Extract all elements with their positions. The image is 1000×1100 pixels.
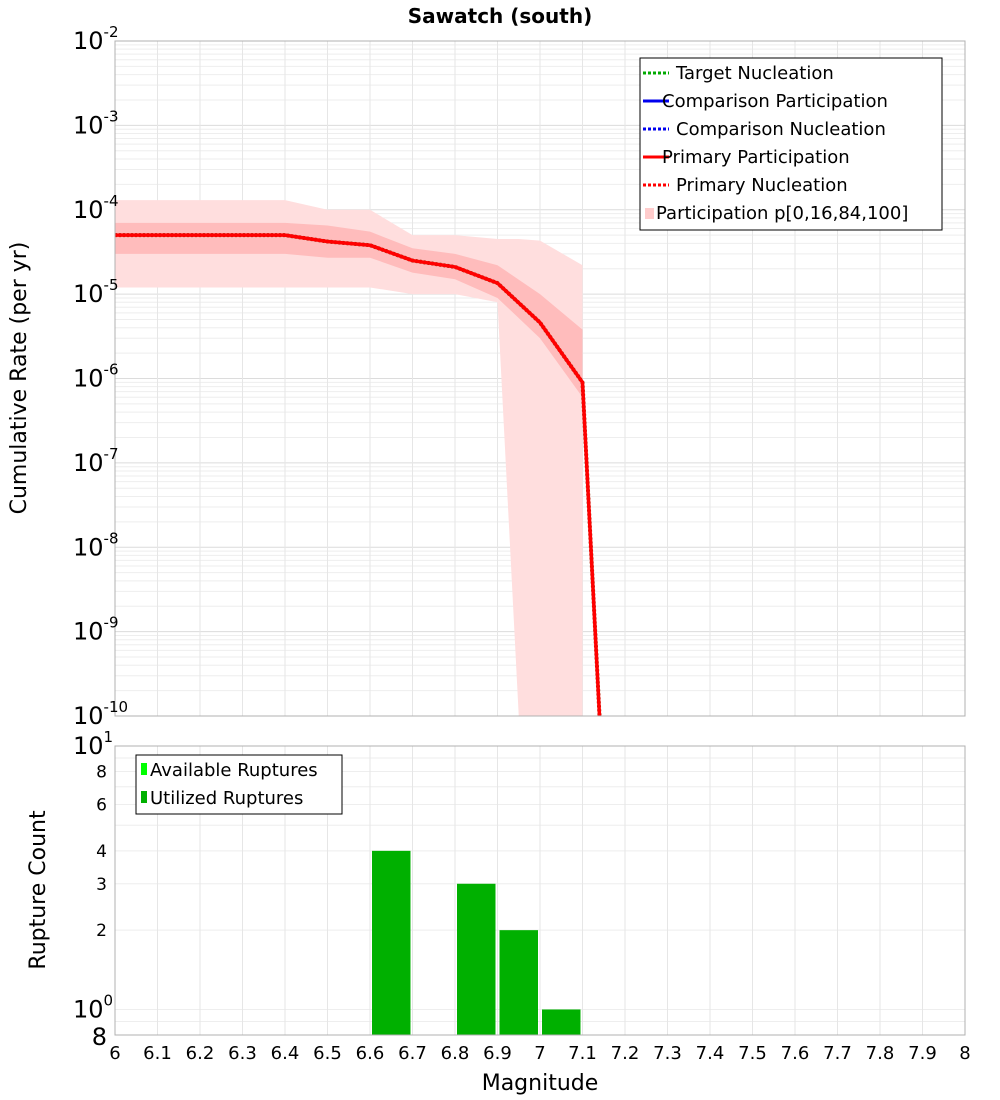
- rate-y-tick-base: 10: [73, 449, 104, 477]
- utilized-rupture-bar: [499, 930, 538, 1035]
- rate-y-tick-base: 10: [73, 618, 104, 646]
- rate-y-tick-label: 10-5: [73, 276, 119, 308]
- count-legend-swatch: [141, 763, 147, 775]
- x-tick-label: 6: [109, 1043, 120, 1064]
- chart-title: Sawatch (south): [408, 4, 592, 28]
- rate-y-tick-label: 10-2: [73, 23, 119, 55]
- rate-legend-label: Comparison Participation: [662, 91, 888, 112]
- count-y-decade-exponent: 1: [104, 728, 114, 746]
- x-tick-label: 6.6: [356, 1043, 385, 1064]
- rate-y-tick-exponent: -5: [104, 276, 119, 294]
- count-y-axis-label: Rupture Count: [26, 810, 51, 970]
- x-tick-label: 6.1: [143, 1043, 172, 1064]
- count-y-tick-label: 4: [96, 842, 107, 862]
- x-tick-label: 6.3: [228, 1043, 257, 1064]
- count-legend-label: Available Ruptures: [150, 760, 318, 781]
- x-tick-label: 7.6: [781, 1043, 810, 1064]
- x-tick-label: 7.9: [908, 1043, 937, 1064]
- rate-y-tick-exponent: -3: [104, 107, 119, 125]
- x-tick-label: 7.4: [696, 1043, 725, 1064]
- primary-participation-line: [115, 233, 602, 717]
- count-legend-label: Utilized Ruptures: [150, 788, 303, 809]
- rate-y-tick-base: 10: [73, 27, 104, 55]
- rate-y-tick-label: 10-7: [73, 445, 119, 477]
- x-tick-label: 6.4: [271, 1043, 300, 1064]
- rate-y-tick-exponent: -10: [104, 698, 129, 716]
- rate-legend-label: Comparison Nucleation: [676, 119, 886, 140]
- utilized-rupture-bar: [457, 883, 496, 1035]
- utilized-rupture-bar: [542, 1009, 581, 1035]
- rate-plot-y-ticks: 10-210-310-410-510-610-710-810-910-10: [73, 23, 128, 730]
- x-tick-label: 6.2: [186, 1043, 215, 1064]
- rate-plot: 10-210-310-410-510-610-710-810-910-10 Cu…: [7, 23, 966, 730]
- x-tick-label: 6.8: [441, 1043, 470, 1064]
- rate-y-tick-exponent: -2: [104, 23, 119, 41]
- rate-y-tick-exponent: -7: [104, 445, 119, 463]
- x-tick-label: 7: [534, 1043, 545, 1064]
- count-plot-bars: [372, 850, 581, 1035]
- rate-y-tick-label: 10-4: [73, 192, 119, 224]
- rate-legend-items: Target Nucleation Comparison Participatio…: [643, 63, 908, 224]
- rate-y-tick-base: 10: [73, 280, 104, 308]
- rate-y-tick-label: 10-8: [73, 529, 119, 561]
- count-legend-items: Available Ruptures Utilized Ruptures: [141, 760, 318, 809]
- count-y-decade-label: 101: [73, 728, 113, 760]
- count-legend-box: [135, 754, 343, 815]
- rate-legend-swatch: [645, 208, 654, 219]
- rate-y-tick-base: 10: [73, 196, 104, 224]
- x-tick-label: 7.8: [866, 1043, 895, 1064]
- utilized-rupture-bar: [372, 850, 411, 1035]
- count-legend: Available Ruptures Utilized Ruptures: [135, 754, 343, 815]
- rate-legend-label: Participation p[0,16,84,100]: [656, 203, 908, 224]
- count-y-tick-label: 8: [96, 763, 107, 783]
- rate-y-tick-base: 10: [73, 533, 104, 561]
- x-tick-label: 8: [959, 1043, 970, 1064]
- x-tick-label: 7.3: [653, 1043, 682, 1064]
- rate-y-tick-exponent: -9: [104, 614, 119, 632]
- x-tick-label: 7.2: [611, 1043, 640, 1064]
- rate-legend-label: Primary Participation: [662, 147, 850, 168]
- count-y-tick-label: 3: [96, 875, 107, 895]
- rate-plot-bands: [115, 200, 583, 716]
- rate-y-tick-base: 10: [73, 111, 104, 139]
- rate-y-tick-exponent: -4: [104, 192, 119, 210]
- x-tick-label: 7.7: [823, 1043, 852, 1064]
- rate-plot-border: [114, 40, 966, 717]
- rate-y-tick-label: 10-10: [73, 698, 128, 730]
- rate-band-p16-p84: [115, 222, 583, 398]
- rate-y-axis-label: Cumulative Rate (per yr): [7, 242, 32, 515]
- count-plot-x-ticks: 6 6.1 6.2 6.3 6.4 6.5 6.6 6.7 6.8 6.9 7 7.1 7.2 7.3 7.…: [109, 1043, 970, 1064]
- rate-legend-box: [639, 57, 943, 231]
- count-y-tick-label: 8: [92, 1023, 107, 1051]
- rate-y-tick-base: 10: [73, 702, 104, 730]
- x-tick-label: 7.1: [568, 1043, 597, 1064]
- x-tick-label: 6.5: [313, 1043, 342, 1064]
- rate-plot-lines: [115, 233, 602, 717]
- rate-legend-label: Primary Nucleation: [676, 175, 848, 196]
- rate-y-tick-exponent: -8: [104, 529, 119, 547]
- count-plot-border: [114, 745, 966, 1036]
- count-y-decade-base: 10: [73, 995, 104, 1023]
- count-y-tick-label: 6: [96, 795, 107, 815]
- count-legend-swatch: [141, 791, 147, 803]
- rate-y-tick-base: 10: [73, 365, 104, 393]
- count-y-decade-label: 100: [73, 991, 113, 1023]
- rate-y-tick-label: 10-3: [73, 107, 119, 139]
- rate-legend-label: Target Nucleation: [675, 63, 834, 84]
- rate-legend: Target Nucleation Comparison Participatio…: [639, 57, 943, 231]
- count-y-decade-base: 10: [73, 732, 104, 760]
- count-y-decade-exponent: 0: [104, 991, 114, 1009]
- x-tick-label: 7.5: [738, 1043, 767, 1064]
- rate-y-tick-label: 10-6: [73, 361, 119, 393]
- rate-y-tick-exponent: -6: [104, 361, 119, 379]
- count-y-tick-label: 2: [96, 921, 107, 941]
- x-tick-label: 6.9: [483, 1043, 512, 1064]
- x-axis-label: Magnitude: [482, 1071, 599, 1096]
- x-tick-label: 6.7: [398, 1043, 427, 1064]
- rate-y-tick-label: 10-9: [73, 614, 119, 646]
